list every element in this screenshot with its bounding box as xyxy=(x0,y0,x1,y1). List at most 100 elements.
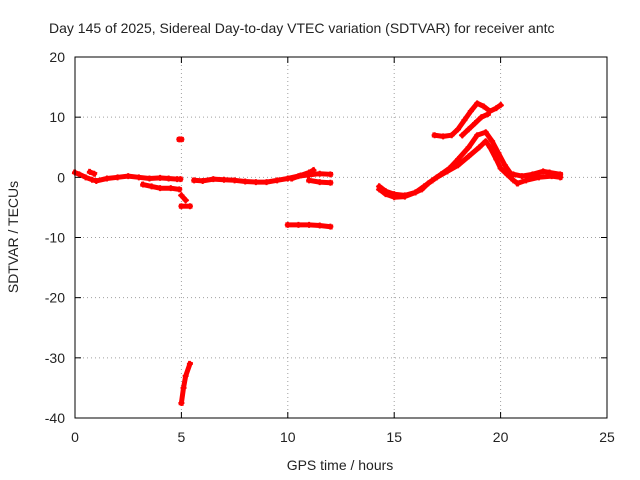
chart-title: Day 145 of 2025, Sidereal Day-to-day VTE… xyxy=(49,20,555,36)
data-point xyxy=(157,174,164,181)
x-tick-label: 0 xyxy=(71,429,79,445)
data-point xyxy=(295,221,302,228)
plot-frame xyxy=(74,56,608,419)
data-point xyxy=(284,221,291,228)
data-point xyxy=(76,171,83,178)
data-point xyxy=(242,178,249,185)
data-point xyxy=(316,170,323,177)
data-point xyxy=(448,132,455,139)
data-point xyxy=(493,105,500,112)
grid-layer xyxy=(75,57,607,418)
data-point xyxy=(412,189,419,196)
data-point xyxy=(231,177,238,184)
data-layer xyxy=(71,100,564,406)
data-point xyxy=(459,132,466,139)
data-point xyxy=(146,175,153,182)
data-point xyxy=(431,132,438,139)
y-tick-label: 20 xyxy=(49,49,65,65)
data-point xyxy=(306,169,313,176)
data-point xyxy=(86,168,93,175)
data-point xyxy=(93,177,100,184)
data-point xyxy=(210,176,217,183)
data-point xyxy=(157,185,164,192)
data-point xyxy=(446,165,453,172)
data-point xyxy=(376,186,383,193)
data-point xyxy=(482,129,489,136)
data-point xyxy=(461,117,468,124)
data-point xyxy=(103,175,110,182)
data-point xyxy=(482,138,489,145)
data-point xyxy=(514,180,521,187)
data-point xyxy=(465,144,472,151)
data-point xyxy=(167,185,174,192)
data-point xyxy=(178,399,185,406)
x-tick-label: 15 xyxy=(386,429,402,445)
data-point xyxy=(440,133,447,140)
data-point xyxy=(472,120,479,127)
data-point xyxy=(125,173,132,180)
data-point xyxy=(497,102,504,109)
data-point xyxy=(306,177,313,184)
data-point xyxy=(114,174,121,181)
data-point xyxy=(455,162,462,169)
data-point xyxy=(310,167,317,174)
x-tick-label: 10 xyxy=(280,429,296,445)
axis-layer: 0 5 10 15 20 25 -40 -30 -20 -10 0 10 20 xyxy=(45,49,615,445)
data-point xyxy=(199,177,206,184)
x-tick-label: 25 xyxy=(599,429,615,445)
data-point xyxy=(186,360,193,367)
data-point xyxy=(474,100,481,107)
data-point xyxy=(548,173,555,180)
data-point xyxy=(178,136,185,143)
data-point xyxy=(316,222,323,229)
data-point xyxy=(497,165,504,172)
data-point xyxy=(476,144,483,151)
data-point xyxy=(480,103,487,110)
data-point xyxy=(465,153,472,160)
y-tick-label: 0 xyxy=(57,169,65,185)
series-deep-dip xyxy=(178,360,194,406)
data-point xyxy=(455,126,462,133)
data-point xyxy=(191,177,198,184)
y-axis-label: SDTVAR / TECUs xyxy=(5,181,21,293)
data-point xyxy=(327,171,334,178)
data-point xyxy=(91,170,98,177)
data-point xyxy=(510,171,517,178)
series-mid-upper xyxy=(288,166,317,182)
data-point xyxy=(148,183,155,190)
data-point xyxy=(484,111,491,118)
data-point xyxy=(486,144,493,151)
y-tick-label: -40 xyxy=(45,410,65,426)
data-point xyxy=(289,175,296,182)
data-point xyxy=(186,203,193,210)
y-tick-label: -10 xyxy=(45,230,65,246)
data-point xyxy=(540,168,547,175)
data-point xyxy=(176,186,183,193)
data-point xyxy=(135,174,142,181)
y-tick-label: 10 xyxy=(49,109,65,125)
data-point xyxy=(89,176,96,183)
data-point xyxy=(510,177,517,184)
data-point xyxy=(401,193,408,200)
data-point xyxy=(467,108,474,115)
data-point xyxy=(438,171,445,178)
data-point xyxy=(382,191,389,198)
data-point xyxy=(493,156,500,163)
data-point xyxy=(316,179,323,186)
x-tick-label: 5 xyxy=(178,429,186,445)
y-tick-label: -30 xyxy=(45,350,65,366)
data-point xyxy=(178,203,185,210)
data-point xyxy=(478,114,485,121)
data-point xyxy=(327,179,334,186)
data-point xyxy=(523,177,530,184)
data-point xyxy=(557,174,564,181)
data-point xyxy=(495,150,502,157)
data-point xyxy=(297,172,304,179)
data-point xyxy=(274,177,281,184)
data-point xyxy=(420,183,427,190)
data-point xyxy=(535,174,542,181)
data-point xyxy=(165,175,172,182)
data-point xyxy=(474,132,481,139)
x-tick-label: 20 xyxy=(493,429,509,445)
